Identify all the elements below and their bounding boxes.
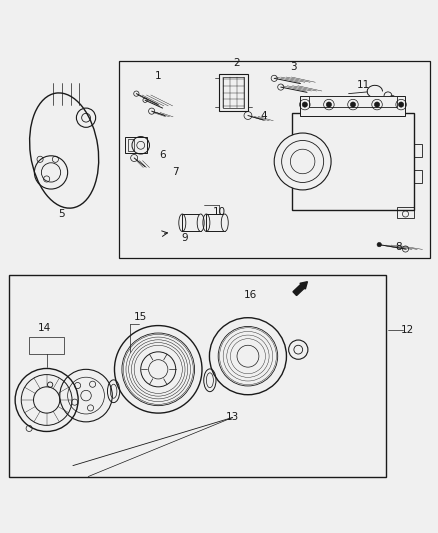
Circle shape — [374, 102, 379, 107]
Bar — [127, 139, 134, 151]
Text: 7: 7 — [172, 167, 179, 177]
Bar — [413, 144, 421, 157]
Text: 2: 2 — [233, 58, 240, 68]
Circle shape — [274, 133, 330, 190]
FancyArrow shape — [292, 281, 307, 295]
Text: 10: 10 — [212, 207, 226, 217]
Bar — [308, 96, 396, 107]
Bar — [223, 77, 244, 108]
Circle shape — [398, 102, 403, 107]
Bar — [291, 114, 413, 209]
Text: 5: 5 — [59, 209, 65, 219]
Bar — [413, 170, 421, 183]
Circle shape — [301, 102, 307, 107]
Text: 1: 1 — [155, 71, 161, 81]
Circle shape — [350, 102, 355, 107]
Bar — [29, 336, 64, 354]
Bar — [182, 214, 200, 231]
Text: 15: 15 — [134, 312, 147, 322]
Bar — [396, 207, 413, 219]
Bar — [10, 275, 385, 477]
Text: 16: 16 — [243, 290, 256, 300]
Circle shape — [325, 102, 331, 107]
Text: 3: 3 — [290, 62, 297, 72]
Text: 4: 4 — [259, 110, 266, 120]
Bar — [125, 138, 147, 153]
Text: 11: 11 — [357, 80, 370, 90]
Ellipse shape — [221, 214, 228, 231]
Polygon shape — [119, 61, 428, 258]
Bar — [300, 96, 405, 116]
Text: 9: 9 — [181, 233, 187, 243]
Text: 12: 12 — [400, 325, 413, 335]
Circle shape — [376, 243, 381, 247]
Bar — [206, 214, 224, 231]
Ellipse shape — [197, 214, 204, 231]
Text: 14: 14 — [38, 323, 51, 333]
Text: 13: 13 — [226, 413, 239, 423]
Text: 6: 6 — [159, 150, 166, 160]
Bar — [219, 74, 247, 111]
Text: 8: 8 — [395, 242, 401, 252]
